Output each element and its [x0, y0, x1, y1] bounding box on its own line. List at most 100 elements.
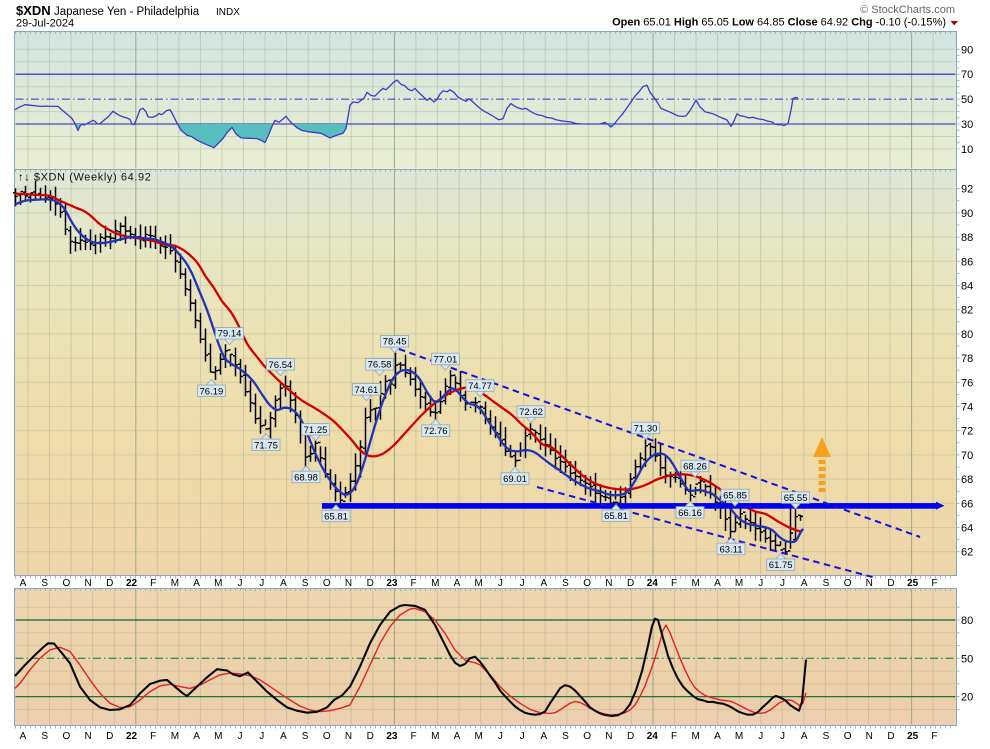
svg-text:M: M: [735, 731, 743, 742]
svg-text:$XDN: $XDN: [16, 3, 51, 18]
svg-text:74.61: 74.61: [355, 385, 379, 396]
svg-text:S: S: [302, 731, 309, 742]
svg-text:N: N: [84, 731, 91, 742]
svg-text:↑↓ $XDN (Weekly) 64.92: ↑↓ $XDN (Weekly) 64.92: [18, 172, 151, 184]
svg-text:F: F: [411, 731, 417, 742]
svg-text:Japanese Yen - Philadelphia: Japanese Yen - Philadelphia: [54, 6, 200, 18]
svg-text:Open 65.01 High 65.05 Low 64.8: Open 65.01 High 65.05 Low 64.85 Close 64…: [612, 17, 946, 29]
svg-text:M: M: [171, 578, 179, 589]
svg-text:D: D: [887, 731, 894, 742]
svg-text:N: N: [866, 731, 873, 742]
svg-text:J: J: [780, 731, 785, 742]
svg-text:J: J: [498, 731, 503, 742]
svg-text:A: A: [20, 578, 27, 589]
svg-text:86: 86: [961, 256, 973, 268]
svg-text:82: 82: [961, 305, 973, 317]
svg-text:76.19: 76.19: [200, 386, 224, 397]
svg-text:78.45: 78.45: [383, 337, 407, 348]
svg-text:80: 80: [961, 615, 973, 627]
svg-text:J: J: [758, 731, 763, 742]
svg-text:68.26: 68.26: [683, 461, 707, 472]
svg-text:J: J: [780, 578, 785, 589]
svg-text:76.54: 76.54: [269, 360, 293, 371]
svg-text:M: M: [475, 578, 483, 589]
svg-text:A: A: [454, 731, 461, 742]
svg-text:O: O: [63, 578, 71, 589]
svg-text:68: 68: [961, 474, 973, 486]
svg-text:20: 20: [961, 692, 973, 704]
svg-text:N: N: [866, 578, 873, 589]
svg-text:© StockCharts.com: © StockCharts.com: [860, 4, 955, 16]
svg-text:F: F: [931, 578, 937, 589]
svg-text:A: A: [280, 731, 287, 742]
svg-text:69.01: 69.01: [503, 474, 527, 485]
svg-text:M: M: [431, 578, 439, 589]
svg-text:O: O: [583, 731, 591, 742]
svg-text:J: J: [259, 578, 264, 589]
svg-text:77.01: 77.01: [434, 354, 458, 365]
svg-text:A: A: [540, 578, 547, 589]
svg-text:F: F: [671, 731, 677, 742]
svg-text:S: S: [562, 731, 569, 742]
svg-text:F: F: [411, 578, 417, 589]
svg-text:A: A: [280, 578, 287, 589]
svg-text:J: J: [259, 731, 264, 742]
svg-text:70: 70: [961, 69, 973, 81]
svg-text:A: A: [714, 731, 721, 742]
svg-text:24: 24: [647, 731, 659, 742]
svg-text:M: M: [214, 578, 222, 589]
svg-text:A: A: [540, 731, 547, 742]
svg-text:64: 64: [961, 523, 973, 535]
svg-text:25: 25: [907, 578, 919, 589]
svg-text:68.98: 68.98: [294, 472, 318, 483]
svg-text:62: 62: [961, 547, 973, 559]
svg-text:66: 66: [961, 498, 973, 510]
svg-text:A: A: [193, 578, 200, 589]
svg-text:S: S: [823, 578, 830, 589]
svg-text:84: 84: [961, 281, 973, 293]
svg-text:J: J: [520, 578, 525, 589]
svg-text:M: M: [692, 578, 700, 589]
svg-text:30: 30: [961, 119, 973, 131]
svg-text:O: O: [844, 731, 852, 742]
svg-text:INDX: INDX: [216, 7, 240, 18]
svg-text:O: O: [844, 578, 852, 589]
svg-text:22: 22: [126, 731, 138, 742]
svg-text:F: F: [671, 578, 677, 589]
svg-text:D: D: [106, 578, 113, 589]
svg-text:23: 23: [386, 731, 398, 742]
svg-text:O: O: [63, 731, 71, 742]
svg-text:71.75: 71.75: [254, 440, 278, 451]
svg-text:S: S: [41, 578, 48, 589]
svg-text:M: M: [214, 731, 222, 742]
svg-text:N: N: [605, 731, 612, 742]
svg-text:A: A: [20, 731, 27, 742]
svg-text:65.81: 65.81: [324, 511, 348, 522]
svg-text:D: D: [627, 731, 634, 742]
svg-text:63.11: 63.11: [719, 544, 742, 555]
svg-text:N: N: [345, 731, 352, 742]
svg-text:72.62: 72.62: [519, 407, 543, 418]
svg-text:D: D: [106, 731, 113, 742]
svg-text:72: 72: [961, 426, 973, 438]
svg-text:76: 76: [961, 377, 973, 389]
svg-text:O: O: [583, 578, 591, 589]
svg-text:M: M: [431, 731, 439, 742]
svg-text:J: J: [498, 578, 503, 589]
svg-text:65.85: 65.85: [723, 490, 747, 501]
svg-text:29-Jul-2024: 29-Jul-2024: [16, 18, 74, 30]
svg-text:92: 92: [961, 184, 973, 196]
svg-text:S: S: [41, 731, 48, 742]
svg-text:J: J: [238, 731, 243, 742]
svg-text:J: J: [520, 731, 525, 742]
svg-text:M: M: [692, 731, 700, 742]
svg-text:78: 78: [961, 353, 973, 365]
svg-text:O: O: [323, 578, 331, 589]
svg-text:65.81: 65.81: [604, 511, 628, 522]
svg-text:M: M: [171, 731, 179, 742]
svg-text:J: J: [758, 578, 763, 589]
svg-text:D: D: [367, 578, 374, 589]
svg-text:10: 10: [961, 144, 973, 156]
svg-text:76.58: 76.58: [368, 360, 392, 371]
svg-text:S: S: [823, 731, 830, 742]
